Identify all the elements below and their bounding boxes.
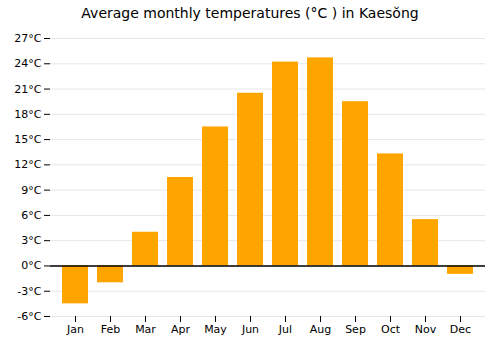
svg-text:21°C: 21°C — [14, 83, 41, 96]
svg-text:15°C: 15°C — [14, 133, 41, 146]
svg-text:Aug: Aug — [310, 323, 331, 336]
svg-text:Nov: Nov — [415, 323, 437, 336]
svg-text:May: May — [204, 323, 227, 336]
svg-text:0°C: 0°C — [21, 259, 41, 272]
svg-text:-3°C: -3°C — [17, 285, 41, 298]
svg-text:6°C: 6°C — [21, 209, 41, 222]
svg-text:Jul: Jul — [278, 323, 292, 336]
svg-text:27°C: 27°C — [14, 32, 41, 45]
svg-text:Apr: Apr — [171, 323, 191, 336]
svg-text:9°C: 9°C — [21, 184, 41, 197]
svg-text:Oct: Oct — [381, 323, 401, 336]
html-text:Average monthly temperatures (: Average monthly temperatures (°C ) in Ka… — [81, 5, 419, 21]
svg-text:24°C: 24°C — [14, 57, 41, 70]
svg-text:18°C: 18°C — [14, 108, 41, 121]
svg-text:Jan: Jan — [66, 323, 84, 336]
svg-text:Dec: Dec — [450, 323, 471, 336]
svg-text:Mar: Mar — [135, 323, 156, 336]
svg-text:-6°C: -6°C — [17, 310, 41, 323]
svg-text:12°C: 12°C — [14, 158, 41, 171]
svg-text:Sep: Sep — [345, 323, 366, 336]
svg-text:3°C: 3°C — [21, 234, 41, 247]
svg-text:Feb: Feb — [101, 323, 120, 336]
svg-text:Jun: Jun — [241, 323, 259, 336]
